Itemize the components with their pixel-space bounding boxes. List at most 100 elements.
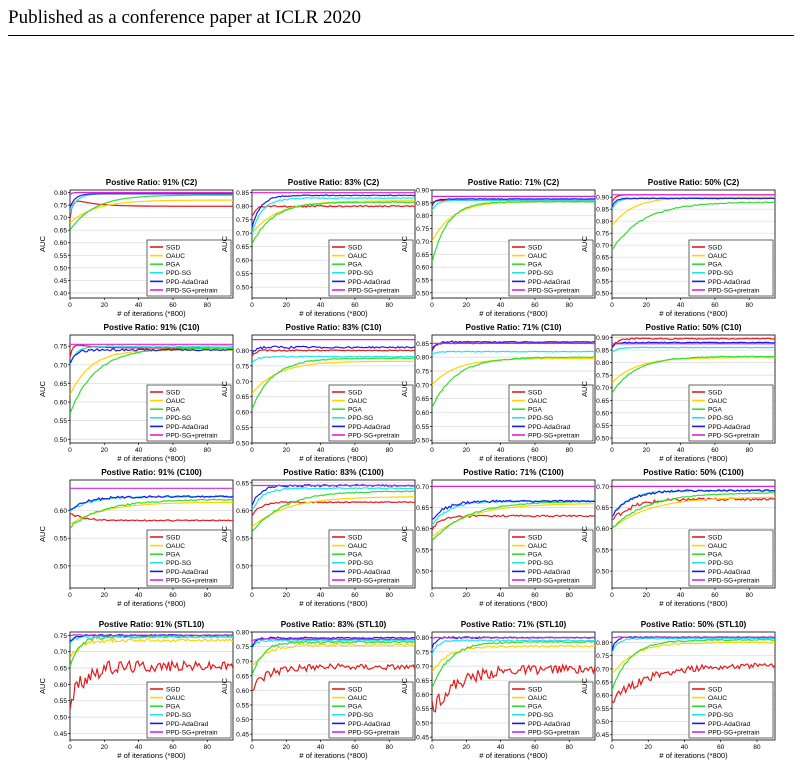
legend-label: PPD-SG: [166, 560, 191, 567]
y-tick-label: 0.85: [596, 207, 609, 214]
y-tick-label: 0.65: [596, 505, 609, 512]
y-tick-label: 0.85: [416, 341, 429, 348]
legend-label: PPD-SG: [528, 415, 553, 422]
x-tick-label: 0: [250, 447, 254, 454]
y-tick-label: 0.85: [416, 200, 429, 207]
x-tick-label: 40: [317, 744, 325, 751]
series-line: [612, 201, 775, 251]
x-axis-label: # of iterations (*800): [659, 309, 728, 318]
y-tick-label: 0.55: [236, 425, 249, 432]
y-axis-label: AUC: [220, 235, 229, 252]
y-tick-label: 0.50: [596, 569, 609, 576]
series-line: [70, 513, 233, 522]
y-tick-label: 0.80: [596, 640, 609, 647]
x-axis-label: # of iterations (*800): [117, 751, 186, 760]
y-tick-label: 0.65: [236, 394, 249, 401]
x-axis-label: # of iterations (*800): [299, 454, 368, 463]
legend-box: [328, 384, 414, 442]
y-tick-label: 0.85: [236, 190, 249, 197]
series-line: [612, 341, 775, 349]
x-tick-label: 60: [169, 744, 177, 751]
x-tick-label: 80: [204, 744, 212, 751]
chart-title: Postive Ratio: 71% (STL10): [461, 620, 567, 629]
plot-frame: [431, 479, 596, 589]
x-tick-label: 60: [531, 302, 539, 309]
legend-label: OAUC: [166, 695, 185, 702]
series-line: [432, 639, 595, 656]
legend-label: SGD: [348, 389, 363, 396]
y-tick-label: 0.50: [54, 715, 67, 722]
series-line: [432, 340, 595, 352]
y-tick-label: 0.65: [54, 381, 67, 388]
y-tick-label: 0.75: [236, 644, 249, 651]
series-line: [612, 662, 775, 704]
legend-label: SGD: [348, 244, 363, 251]
x-tick-label: 0: [610, 302, 614, 309]
legend-label: OAUC: [348, 695, 367, 702]
y-tick-label: 0.65: [236, 480, 249, 487]
legend-label: OAUC: [348, 543, 367, 550]
y-tick-label: 0.65: [416, 396, 429, 403]
x-tick-label: 0: [250, 744, 254, 751]
legend-label: PPD-SG+pretrain: [348, 577, 400, 584]
series-line: [432, 636, 595, 639]
series-line: [432, 200, 595, 263]
x-tick-label: 40: [317, 302, 325, 309]
series-line: [252, 201, 415, 244]
series-line: [432, 350, 595, 355]
y-tick-label: 0.80: [596, 360, 609, 367]
series-line: [432, 663, 595, 713]
y-tick-label: 0.65: [596, 255, 609, 262]
chart-panel: Postive Ratio: 50% (C10) 0.50 0.55 0.60 0.65…: [580, 323, 776, 463]
series-line: [252, 197, 415, 234]
legend-label: PPD-AdaGrad: [348, 721, 390, 728]
y-tick-label: 0.75: [596, 653, 609, 660]
x-tick-label: 80: [204, 302, 212, 309]
series-line: [70, 659, 233, 710]
y-tick-label: 0.65: [54, 228, 67, 235]
legend-label: PPD-SG+pretrain: [708, 287, 760, 294]
legend-box: [688, 681, 774, 739]
plot-frame: [431, 334, 596, 444]
y-tick-label: 0.70: [416, 664, 429, 671]
x-tick-label: 40: [135, 744, 143, 751]
series-line: [612, 637, 775, 653]
series-line: [252, 349, 415, 357]
y-tick-label: 0.55: [596, 423, 609, 430]
x-tick-label: 20: [643, 447, 651, 454]
legend-label: PPD-SG+pretrain: [348, 432, 400, 439]
legend-label: PPD-AdaGrad: [708, 721, 750, 728]
y-axis-label: AUC: [580, 235, 589, 252]
series-line: [612, 197, 775, 210]
plot-frame: [431, 189, 596, 299]
series-line: [432, 644, 595, 673]
legend-label: SGD: [166, 244, 181, 251]
series-line: [70, 635, 233, 667]
legend-box: [688, 384, 774, 442]
plot-frame: [69, 631, 234, 741]
series-line: [70, 495, 233, 512]
x-tick-label: 20: [463, 447, 471, 454]
series-line: [70, 191, 233, 196]
x-axis-label: # of iterations (*800): [299, 309, 368, 318]
chart-title: Postive Ratio: 91% (C2): [106, 178, 198, 187]
x-tick-label: 20: [463, 744, 471, 751]
chart-title: Postive Ratio: 91% (STL10): [99, 620, 205, 629]
y-tick-label: 0.75: [54, 203, 67, 210]
y-tick-label: 0.65: [596, 398, 609, 405]
y-axis-label: AUC: [580, 525, 589, 542]
y-tick-label: 0.65: [416, 252, 429, 259]
legend-label: OAUC: [528, 253, 547, 260]
legend-label: PPD-SG: [528, 270, 553, 277]
y-tick-label: 0.50: [416, 438, 429, 445]
y-tick-label: 0.45: [596, 732, 609, 739]
chart-panel: Postive Ratio: 83% (C100) 0.50 0.55 0.60 0.6…: [220, 468, 416, 608]
legend-label: OAUC: [348, 398, 367, 405]
series-line: [252, 204, 415, 217]
series-line: [252, 640, 415, 677]
x-axis-label: # of iterations (*800): [299, 751, 368, 760]
legend-label: PPD-SG: [348, 415, 373, 422]
legend-label: PGA: [166, 704, 181, 711]
y-tick-label: 0.70: [54, 362, 67, 369]
y-tick-label: 0.50: [54, 437, 67, 444]
